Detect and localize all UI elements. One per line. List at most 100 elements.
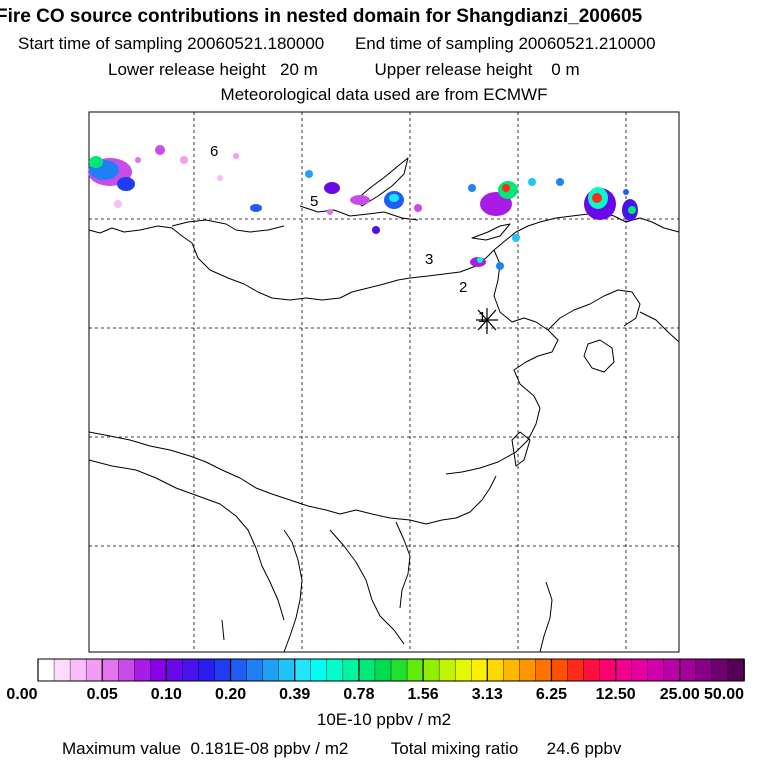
border-russia-mongolia-china [88,225,495,301]
plume-blob [324,182,340,194]
colorbar-segment [583,658,601,682]
colorbar-ticks: 0.00 0.05 0.10 0.20 0.39 0.78 1.56 3.13 6.25 12.5… [6,659,745,703]
colorbar-segment [358,658,376,682]
colorbar-segment [37,658,55,682]
colorbar-tick-label: 50.00 [704,686,744,703]
source-contribution-field [88,145,638,270]
trajectory-label: 6 [210,143,218,160]
myanmar-coast [329,529,405,645]
max-value-label: Maximum value [62,739,182,758]
colorbar-segment [134,658,152,682]
footer-stats: Maximum value 0.181E-08 ppbv / m2 Total … [62,739,621,759]
colorbar-segment [294,658,312,682]
colorbar-tick-label: 0.39 [279,686,310,703]
colorbar-segment [342,658,360,682]
bay-of-bengal-coast [283,529,303,653]
plume-blob [389,194,399,202]
meteo-note: Meteorological data used are from ECMWF [220,85,548,104]
lower-release-label: Lower release height [108,60,266,79]
start-label: Start time of sampling [18,34,183,53]
colorbar-segment [310,658,328,682]
colorbar-tick-label: 12.50 [596,686,636,703]
lake [471,223,511,241]
trajectory-label: 1 [478,309,486,326]
start-value: 20060521.180000 [187,34,325,53]
plume-blob [327,209,333,215]
colorbar-segment [182,658,200,682]
colorbar-segment [278,658,296,682]
colorbar-segment [695,658,713,682]
colorbar-segment [727,658,745,682]
plot-title: Fire CO source contributions in nested d… [0,6,643,27]
plume-blob [623,189,629,195]
plume-blob [135,157,141,163]
sri-lanka [221,619,225,641]
plume-blob [592,193,602,203]
colorbar-segment [326,658,344,682]
end-label: End time of sampling [354,34,514,53]
colorbar-segment [166,658,184,682]
plume-blob [114,200,122,208]
japan-coast [639,311,680,343]
max-value: 0.181E-08 ppbv / m2 [190,739,349,758]
colorbar-segment [454,658,473,682]
indochina-coast [395,521,411,609]
trajectory-label: 3 [425,251,433,268]
total-mixing-label: Total mixing ratio [390,739,519,758]
colorbar-segment [69,658,87,682]
colorbar-segment [390,658,408,682]
colorbar-segment [422,658,440,682]
colorbar-segment [198,658,216,682]
plume-blob [350,195,370,205]
plume-blob [628,206,636,214]
release-heights: Lower release height 20 m Upper release … [108,60,580,80]
plume-blob [477,257,483,263]
colorbar-segment [647,658,665,682]
end-value: 20060521.210000 [518,34,656,53]
colorbar-tick-label: 1.56 [408,686,439,703]
lower-release-value: 20 m [280,60,318,79]
colorbar-segment [118,658,136,682]
colorbar-tick-label: 25.00 [660,686,700,703]
border-northeast [493,211,680,251]
colorbar-segment [471,658,489,682]
plume-blob [217,175,223,181]
colorbar-segment [567,658,585,682]
map-frame [88,111,680,653]
lake-baikal [355,157,409,207]
colorbar-segment [101,658,120,682]
trajectory-label: 2 [459,279,467,296]
colorbar-segment [246,658,264,682]
colorbar-segment [711,658,729,682]
plume-blob [414,204,422,212]
plume-blob [496,262,504,270]
colorbar-segment [519,658,537,682]
colorbar-segment [214,658,232,682]
coastlines-borders [88,157,680,653]
colorbar-segment [631,658,649,682]
colorbar-segment [599,658,617,682]
colorbar-tick-label: 3.13 [472,686,503,703]
colorbar-segment [679,658,697,682]
plume-blob [180,156,188,164]
border-segment [171,219,285,233]
taiwan [511,431,531,467]
colorbar-tick-label: 0.05 [87,686,118,703]
colorbar-segment [487,658,505,682]
plume-blob [528,178,536,186]
total-mixing-value: 24.6 ppbv [546,739,622,758]
receptor-marker [476,308,498,334]
philippines [539,581,553,653]
colorbar-unit-label: 10E-10 ppbv / m2 [316,710,452,729]
colorbar-segment [615,658,633,682]
colorbar-segment [535,658,553,682]
colorbar-segment [663,658,681,682]
colorbar-segment [85,658,103,682]
india-coast [88,459,285,621]
colorbar [37,658,745,682]
plume-blob [372,226,380,234]
colorbar-segment [262,658,280,682]
river-line [299,205,419,221]
plume-blob [512,234,520,242]
